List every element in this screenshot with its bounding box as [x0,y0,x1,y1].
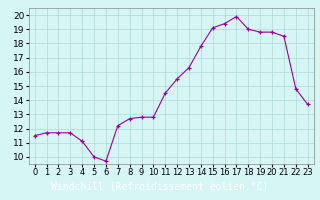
Text: Windchill (Refroidissement éolien,°C): Windchill (Refroidissement éolien,°C) [51,182,269,192]
